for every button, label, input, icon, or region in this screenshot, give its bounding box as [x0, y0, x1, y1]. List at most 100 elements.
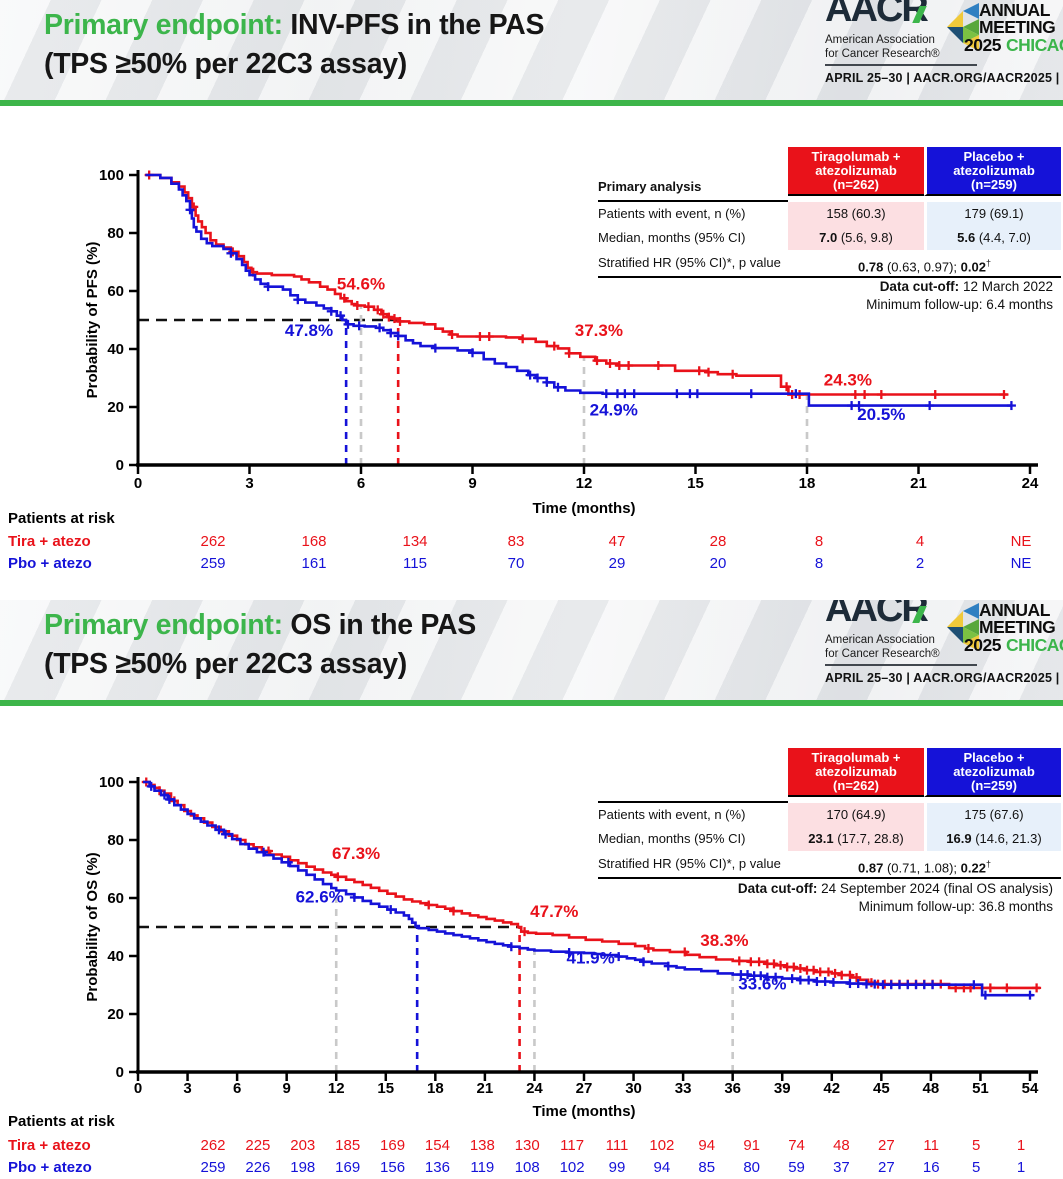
svg-text:70: 70: [508, 555, 525, 572]
row-label-median: Median, months (95% CI): [598, 831, 746, 846]
meeting-word-meeting: MEETING: [979, 617, 1056, 637]
svg-text:18: 18: [799, 475, 816, 492]
svg-text:Probability of PFS (%): Probability of PFS (%): [84, 242, 101, 399]
svg-text:0: 0: [116, 1064, 124, 1081]
title-line-2: (TPS ≥50% per 22C3 assay): [44, 648, 408, 680]
svg-text:259: 259: [200, 555, 225, 572]
meeting-triangles-icon: [947, 3, 979, 51]
svg-text:40: 40: [107, 948, 124, 965]
aacr-association-text: American Association for Cancer Research…: [825, 634, 940, 660]
svg-text:8: 8: [815, 555, 823, 572]
cutoff-line: Data cut-off: 24 September 2024 (final O…: [737, 881, 1053, 896]
tira-column-header: Tiragolumab + atezolizumab (n=262): [788, 748, 924, 797]
svg-text:12: 12: [576, 475, 593, 492]
svg-text:3: 3: [183, 1080, 191, 1097]
svg-text:168: 168: [301, 533, 326, 550]
km-curve-pbo: [143, 780, 1035, 1000]
svg-text:6: 6: [233, 1080, 241, 1097]
hr-value: 0.87 (0.71, 1.08); 0.22†: [788, 851, 1061, 879]
aacr-association-text: American Association for Cancer Research…: [825, 34, 940, 60]
axes: 0 20 40 60 80 100 0 3 6 9 12 15 18 21 24 Time (months) P…: [84, 167, 1039, 517]
svg-text:154: 154: [425, 1137, 450, 1154]
followup-line: Minimum follow-up: 36.8 months: [858, 899, 1053, 914]
svg-text:42: 42: [823, 1080, 840, 1097]
meeting-word-meeting: MEETING: [979, 17, 1056, 37]
km-curve-pbo: [145, 173, 1016, 411]
svg-text:37.3%: 37.3%: [575, 321, 623, 340]
svg-text:3: 3: [245, 475, 253, 492]
svg-text:117: 117: [560, 1137, 584, 1154]
svg-text:225: 225: [245, 1137, 270, 1154]
meeting-word-annual: ANNUAL: [979, 0, 1050, 20]
svg-text:138: 138: [470, 1137, 495, 1154]
logo-divider: [825, 64, 977, 66]
svg-text:21: 21: [477, 1080, 494, 1097]
svg-text:169: 169: [380, 1137, 405, 1154]
svg-text:48: 48: [923, 1080, 940, 1097]
svg-text:37: 37: [833, 1159, 850, 1176]
svg-text:15: 15: [687, 475, 704, 492]
aacr-wordmark: AACR: [825, 600, 929, 630]
patients-at-risk-table: Patients at risk Tira + atezo 262 168 134 83 4…: [8, 510, 1031, 572]
svg-text:0: 0: [116, 457, 124, 474]
aacr-logo: AACR American Association for Cancer Res…: [819, 0, 1063, 100]
events-placebo-value: 179 (69.1): [924, 202, 1061, 226]
svg-text:100: 100: [99, 774, 124, 791]
placebo-column-header: Placebo + atezolizumab (n=259): [924, 147, 1061, 196]
svg-text:102: 102: [649, 1137, 674, 1154]
title-line-2: (TPS ≥50% per 22C3 assay): [44, 48, 408, 80]
svg-text:11: 11: [923, 1137, 939, 1154]
svg-text:54: 54: [1022, 1080, 1039, 1097]
row-label-events: Patients with event, n (%): [598, 807, 746, 822]
os-data-cutoff: Data cut-off: 24 September 2024 (final O…: [738, 880, 1053, 916]
svg-text:108: 108: [515, 1159, 540, 1176]
conference-date-strip: APRIL 25–30 | AACR.ORG/AACR2025 |: [825, 71, 1060, 85]
pfs-km-chart: 54.6%47.8% 37.3%24.9%24.3%20.5%0204060801…: [8, 167, 1039, 572]
svg-text:119: 119: [470, 1159, 494, 1176]
svg-text:100: 100: [99, 167, 124, 184]
svg-text:Probability of OS (%): Probability of OS (%): [84, 852, 101, 1001]
svg-text:Time (months): Time (months): [532, 1103, 635, 1120]
svg-text:29: 29: [609, 555, 626, 572]
svg-text:59: 59: [788, 1159, 805, 1176]
meeting-year-city: 2025CHICAGO: [964, 35, 1063, 55]
svg-text:41.9%: 41.9%: [567, 948, 615, 967]
svg-text:NE: NE: [1011, 533, 1032, 550]
stats-corner-label: Primary analysis: [598, 147, 788, 202]
hr-value: 0.78 (0.63, 0.97); 0.02†: [788, 250, 1061, 278]
svg-text:80: 80: [107, 832, 124, 849]
median-placebo-value: 5.6 (4.4, 7.0): [924, 226, 1061, 250]
svg-text:45: 45: [873, 1080, 890, 1097]
svg-text:NE: NE: [1011, 555, 1032, 572]
os-stats-table: Tiragolumab + atezolizumab (n=262) Place…: [598, 748, 1061, 879]
svg-text:67.3%: 67.3%: [332, 844, 380, 863]
header-banner-pfs: Primary endpoint: INV-PFS in the PAS (TP…: [0, 0, 1063, 100]
svg-text:28: 28: [710, 533, 727, 550]
svg-text:2: 2: [916, 555, 924, 572]
svg-text:47.7%: 47.7%: [530, 902, 578, 921]
svg-text:36: 36: [724, 1080, 741, 1097]
svg-text:60: 60: [107, 890, 124, 907]
header-banner-os: Primary endpoint: OS in the PAS (TPS ≥50…: [0, 600, 1063, 700]
reference-lines: [138, 306, 809, 465]
svg-text:27: 27: [576, 1080, 593, 1097]
svg-text:Pbo + atezo: Pbo + atezo: [8, 555, 92, 572]
svg-text:Tira + atezo: Tira + atezo: [8, 1137, 91, 1154]
os-km-chart: 67.3%62.6%47.7%41.9%38.3%33.6%0204060801…: [8, 774, 1042, 1176]
svg-text:Patients at risk: Patients at risk: [8, 510, 115, 527]
svg-text:9: 9: [468, 475, 476, 492]
svg-text:27: 27: [878, 1137, 895, 1154]
logo-divider: [825, 664, 977, 666]
svg-text:136: 136: [425, 1159, 450, 1176]
landmark-annotations: 54.6% 47.8% 37.3% 24.9% 24.3% 20.5%: [285, 275, 906, 425]
svg-text:83: 83: [508, 533, 525, 550]
svg-text:169: 169: [335, 1159, 360, 1176]
svg-text:47.8%: 47.8%: [285, 321, 333, 340]
svg-text:80: 80: [743, 1159, 760, 1176]
page-title: Primary endpoint: INV-PFS in the PAS (TP…: [44, 6, 544, 84]
svg-text:62.6%: 62.6%: [296, 887, 344, 906]
svg-text:4: 4: [916, 533, 924, 550]
events-placebo-value: 175 (67.6): [924, 803, 1061, 827]
green-divider-bar: [0, 700, 1063, 706]
